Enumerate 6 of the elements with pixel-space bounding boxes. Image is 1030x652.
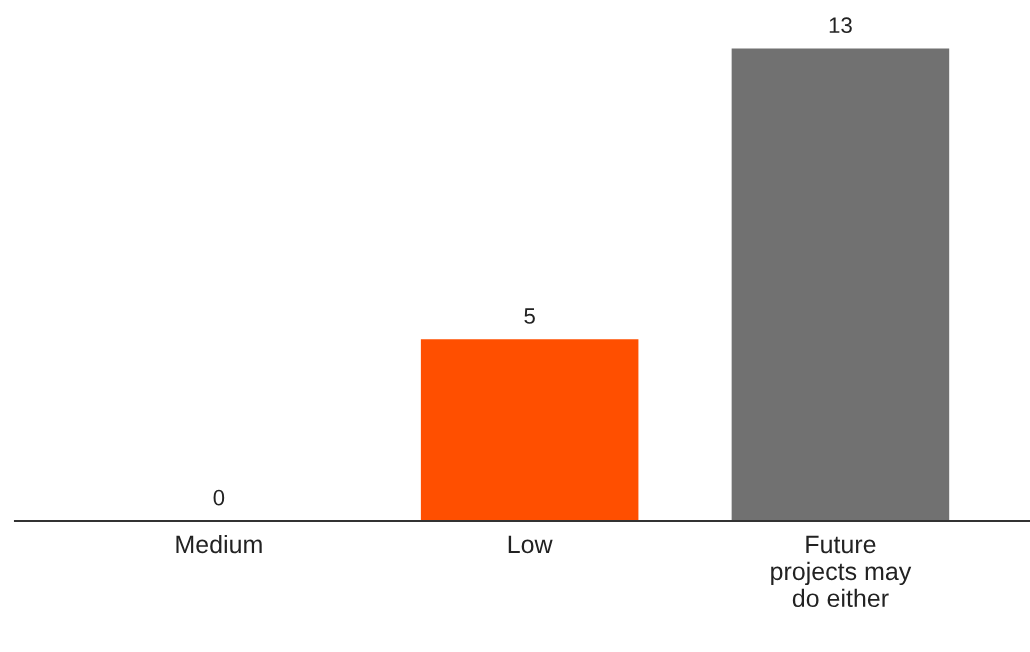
x-tick-label: Future projects may do either [771, 535, 912, 608]
data-label: 5 [524, 308, 535, 324]
data-label: 13 [829, 17, 852, 34]
x-tick-label: Low [508, 535, 553, 554]
data-label: 0 [213, 489, 225, 506]
x-tick-label: Medium [176, 534, 262, 554]
